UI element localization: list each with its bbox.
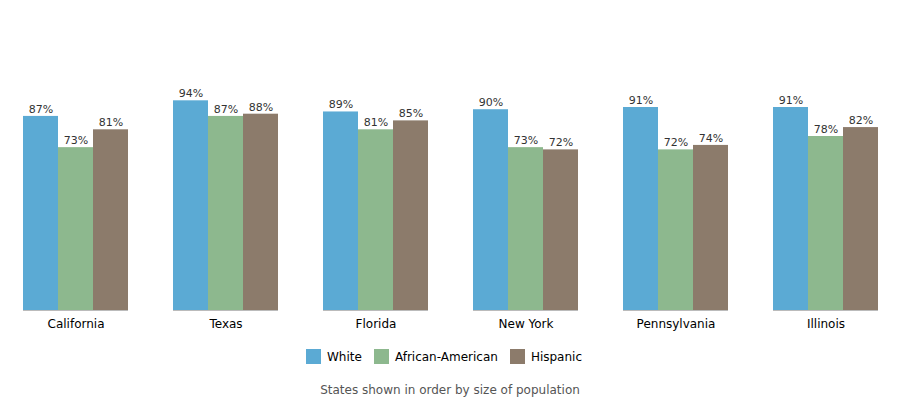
html-text:States shown in order by size: States shown in order by size of populat… [320,383,580,397]
html-text:Hispanic: Hispanic [530,349,582,364]
svg-text:85%: 85% [399,107,423,120]
svg-text:82%: 82% [849,114,873,127]
svg-text:74%: 74% [699,132,723,145]
svg-text:73%: 73% [64,134,88,147]
svg-text:91%: 91% [629,94,653,107]
svg-text:89%: 89% [329,98,353,111]
svg-text:90%: 90% [479,96,503,109]
svg-text:87%: 87% [214,103,238,116]
svg-text:California: California [48,317,105,331]
svg-text:81%: 81% [99,116,123,129]
svg-text:88%: 88% [249,101,273,114]
svg-text:87%: 87% [29,103,53,116]
html-text:African-American: African-American [394,349,498,364]
svg-text:72%: 72% [549,136,573,149]
svg-text:94%: 94% [179,87,203,100]
svg-text:Texas: Texas [208,317,242,331]
svg-text:78%: 78% [814,123,838,136]
svg-text:Illinois: Illinois [807,317,845,331]
svg-text:73%: 73% [514,134,538,147]
svg-text:91%: 91% [779,94,803,107]
svg-text:81%: 81% [364,116,388,129]
svg-text:New York: New York [499,317,554,331]
svg-text:Florida: Florida [356,317,397,331]
svg-text:72%: 72% [664,136,688,149]
svg-text:Pennsylvania: Pennsylvania [637,317,716,331]
html-text:White: White [327,349,362,364]
